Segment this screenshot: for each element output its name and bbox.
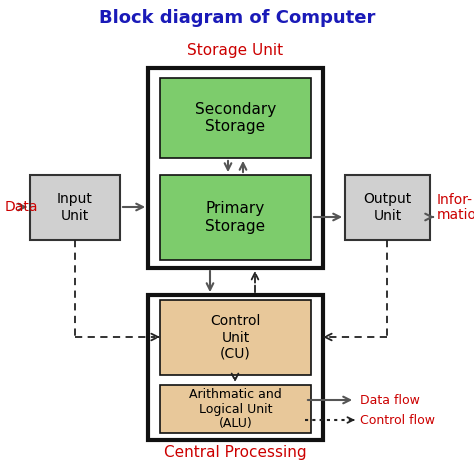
Text: Data flow: Data flow: [360, 394, 420, 407]
Bar: [345, 175, 430, 240]
Text: Control flow: Control flow: [360, 414, 435, 426]
Text: Storage Unit: Storage Unit: [187, 42, 283, 58]
Bar: [160, 300, 311, 375]
Text: Output
Unit: Output Unit: [364, 192, 411, 223]
Text: Secondary
Storage: Secondary Storage: [195, 102, 276, 134]
Text: Arithmatic and
Logical Unit
(ALU): Arithmatic and Logical Unit (ALU): [189, 387, 282, 430]
Text: Infor-: Infor-: [437, 193, 473, 207]
Text: Block diagram of Computer: Block diagram of Computer: [99, 9, 375, 27]
Text: Input
Unit: Input Unit: [57, 192, 93, 223]
Text: mation: mation: [437, 208, 474, 222]
Bar: [30, 175, 120, 240]
Bar: [160, 175, 311, 260]
Text: Central Processing: Central Processing: [164, 445, 306, 459]
Bar: [148, 295, 323, 440]
Text: Control
Unit
(CU): Control Unit (CU): [210, 314, 261, 361]
Text: Primary
Storage: Primary Storage: [205, 201, 265, 234]
Bar: [160, 385, 311, 433]
Bar: [160, 78, 311, 158]
Text: Data: Data: [5, 200, 38, 214]
Bar: [148, 68, 323, 268]
